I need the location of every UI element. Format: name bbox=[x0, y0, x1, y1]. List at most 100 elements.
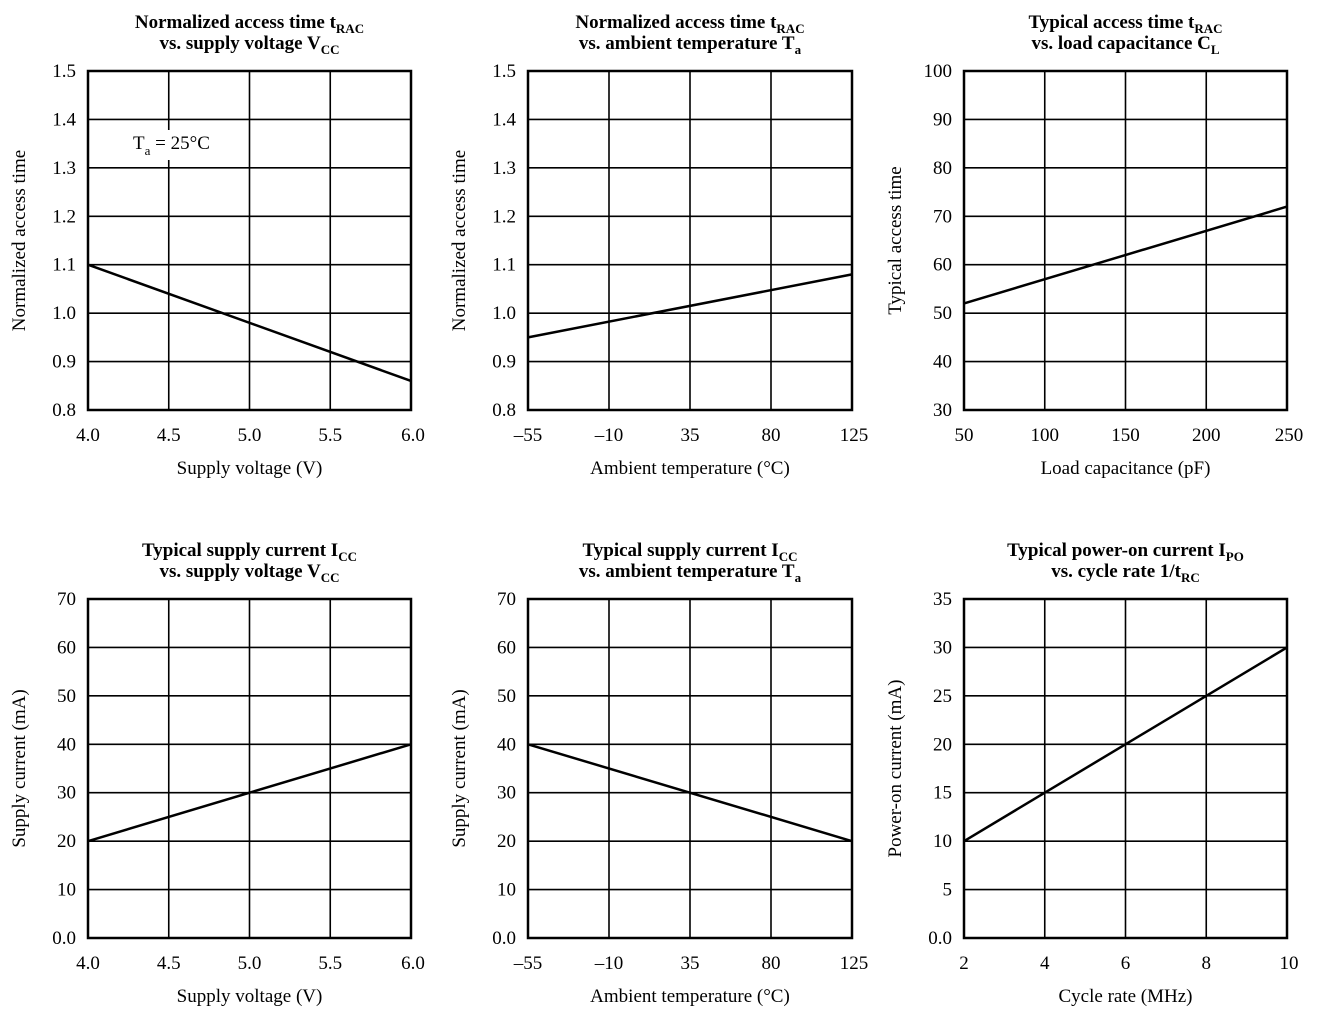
x-tick-label: 250 bbox=[1275, 425, 1304, 446]
plot-frame bbox=[86, 597, 413, 940]
x-tick-label: 8 bbox=[1202, 953, 1212, 974]
series-line bbox=[527, 273, 853, 339]
y-tick-label: 1.1 bbox=[52, 255, 76, 276]
y-tick-label: 10 bbox=[933, 831, 952, 852]
series-line bbox=[963, 646, 1288, 843]
y-tick-label: 0.0 bbox=[52, 928, 76, 949]
y-tick-label: 40 bbox=[497, 734, 516, 755]
annotation-text: Ta = 25°C bbox=[133, 133, 210, 158]
y-tick-label: 50 bbox=[497, 686, 516, 707]
x-axis-label: Cycle rate (MHz) bbox=[1059, 986, 1193, 1007]
plot-frame bbox=[86, 69, 413, 412]
y-axis-label: Typical access time bbox=[885, 166, 906, 315]
y-tick-label: 1.0 bbox=[492, 303, 516, 324]
y-tick-label: 1.4 bbox=[52, 109, 76, 130]
x-tick-label: –10 bbox=[594, 953, 624, 974]
x-tick-label: 80 bbox=[762, 953, 781, 974]
x-axis-label: Supply voltage (V) bbox=[177, 986, 323, 1007]
x-tick-label: 5.0 bbox=[238, 953, 262, 974]
y-axis-label: Power-on current (mA) bbox=[885, 680, 906, 858]
chart-subtitle: vs. cycle rate 1/tRC bbox=[1051, 561, 1200, 585]
x-tick-label: 5.5 bbox=[318, 425, 342, 446]
x-tick-label: 150 bbox=[1111, 425, 1140, 446]
annotation-backdrop bbox=[129, 130, 241, 160]
x-tick-label: 200 bbox=[1192, 425, 1221, 446]
chart-subtitle: vs. supply voltage VCC bbox=[160, 33, 340, 57]
chart-subtitle: vs. ambient temperature Ta bbox=[579, 561, 802, 585]
y-tick-label: 60 bbox=[57, 637, 76, 658]
x-tick-label: 4 bbox=[1040, 953, 1050, 974]
y-tick-label: 0.9 bbox=[52, 352, 76, 373]
y-tick-label: 30 bbox=[497, 783, 516, 804]
x-tick-label: –10 bbox=[594, 425, 624, 446]
y-axis-label: Normalized access time bbox=[9, 150, 30, 331]
y-tick-label: 30 bbox=[57, 783, 76, 804]
x-tick-label: 4.5 bbox=[157, 425, 181, 446]
chart-title: Typical supply current ICC bbox=[142, 540, 357, 564]
x-tick-label: 125 bbox=[840, 953, 869, 974]
y-tick-label: 1.3 bbox=[492, 158, 516, 179]
x-axis-label: Ambient temperature (°C) bbox=[590, 986, 790, 1007]
y-tick-label: 1.5 bbox=[52, 61, 76, 82]
y-tick-label: 1.2 bbox=[52, 206, 76, 227]
series-line bbox=[87, 263, 412, 383]
x-tick-label: 35 bbox=[681, 953, 700, 974]
y-tick-label: 15 bbox=[933, 783, 952, 804]
y-tick-label: 70 bbox=[933, 206, 952, 227]
series-line bbox=[527, 743, 853, 843]
y-tick-label: 25 bbox=[933, 686, 952, 707]
x-axis-label: Supply voltage (V) bbox=[177, 458, 323, 479]
y-axis-label: Supply current (mA) bbox=[9, 689, 30, 847]
x-tick-label: 125 bbox=[840, 425, 869, 446]
x-tick-label: 50 bbox=[955, 425, 974, 446]
y-tick-label: 30 bbox=[933, 400, 952, 421]
y-tick-label: 30 bbox=[933, 637, 952, 658]
chart-subtitle: vs. load capacitance CL bbox=[1031, 33, 1219, 57]
x-tick-label: 10 bbox=[1280, 953, 1299, 974]
y-tick-label: 70 bbox=[57, 589, 76, 610]
y-tick-label: 50 bbox=[933, 303, 952, 324]
y-tick-label: 10 bbox=[57, 880, 76, 901]
x-tick-label: 6.0 bbox=[401, 425, 425, 446]
x-tick-label: 5.0 bbox=[238, 425, 262, 446]
chart-subtitle: vs. supply voltage VCC bbox=[160, 561, 340, 585]
series-line bbox=[87, 743, 412, 843]
x-axis-label: Ambient temperature (°C) bbox=[590, 458, 790, 479]
chart-title: Typical supply current ICC bbox=[583, 540, 798, 564]
x-tick-label: 100 bbox=[1031, 425, 1060, 446]
x-tick-label: 4.5 bbox=[157, 953, 181, 974]
y-tick-label: 90 bbox=[933, 109, 952, 130]
y-tick-label: 20 bbox=[933, 734, 952, 755]
y-tick-label: 60 bbox=[497, 637, 516, 658]
y-tick-label: 40 bbox=[933, 352, 952, 373]
x-axis-label: Load capacitance (pF) bbox=[1041, 458, 1211, 479]
y-tick-label: 10 bbox=[497, 880, 516, 901]
y-tick-label: 1.5 bbox=[492, 61, 516, 82]
y-tick-label: 1.3 bbox=[52, 158, 76, 179]
x-tick-label: 80 bbox=[762, 425, 781, 446]
y-axis-label: Supply current (mA) bbox=[449, 689, 470, 847]
series-line bbox=[963, 205, 1288, 305]
y-tick-label: 70 bbox=[497, 589, 516, 610]
plot-frame bbox=[526, 69, 854, 412]
y-tick-label: 0.9 bbox=[492, 352, 516, 373]
y-tick-label: 1.4 bbox=[492, 109, 516, 130]
y-tick-label: 20 bbox=[497, 831, 516, 852]
plot-frame bbox=[962, 597, 1289, 940]
y-tick-label: 100 bbox=[924, 61, 953, 82]
y-tick-label: 80 bbox=[933, 158, 952, 179]
y-tick-label: 40 bbox=[57, 734, 76, 755]
y-axis-label: Normalized access time bbox=[449, 150, 470, 331]
y-tick-label: 50 bbox=[57, 686, 76, 707]
x-tick-label: 6 bbox=[1121, 953, 1131, 974]
chart-title: Typical power-on current IPO bbox=[1007, 540, 1244, 564]
plot-frame bbox=[962, 69, 1289, 412]
y-tick-label: 0.8 bbox=[492, 400, 516, 421]
y-tick-label: 5 bbox=[943, 880, 953, 901]
